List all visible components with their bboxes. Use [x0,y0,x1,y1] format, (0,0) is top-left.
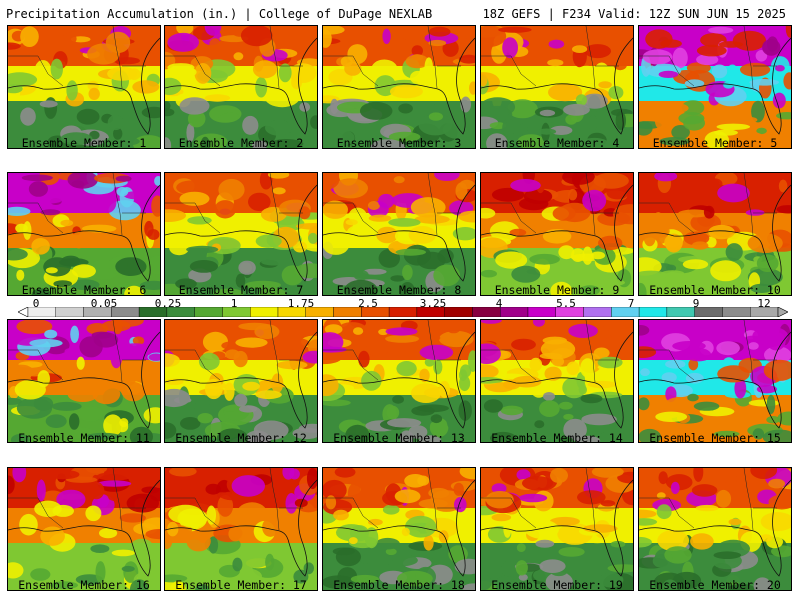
colorbar-swatch [333,307,362,317]
colorbar-swatch [361,307,390,317]
map-title: Precipitation Accumulation (in.) | Colle… [6,7,433,21]
member-label: Ensemble Member: 8 [336,283,462,297]
ensemble-member-map [638,319,792,443]
ensemble-member-map [7,467,161,591]
colorbar-tick-label: 2.5 [358,297,378,310]
member-label: Ensemble Member: 5 [652,136,778,150]
ensemble-member-map [322,319,476,443]
ensemble-member-map [7,172,161,296]
colorbar-tick-label: 9 [692,297,700,310]
colorbar-swatch [583,307,612,317]
colorbar-swatch [750,307,779,317]
ensemble-member-map [638,25,792,149]
colorbar-swatch [111,307,140,317]
member-label: Ensemble Member: 7 [178,283,304,297]
member-label: Ensemble Member: 4 [494,136,620,150]
colorbar-swatch [83,307,112,317]
member-label: Ensemble Member: 20 [649,578,781,592]
run-info: 18Z GEFS | F234 Valid: 12Z SUN JUN 15 20… [482,7,786,21]
colorbar-tick-label: 12 [757,297,771,310]
ensemble-member-map [638,467,792,591]
ensemble-member-map [164,25,318,149]
colorbar-swatch [527,307,556,317]
colorbar-swatch [555,307,584,317]
colorbar-tick-label: 1.75 [287,297,315,310]
ensemble-member-map [322,467,476,591]
member-label: Ensemble Member: 16 [18,578,150,592]
ensemble-member-map [480,467,634,591]
colorbar-swatch [722,307,751,317]
colorbar-tick-label: 1 [230,297,238,310]
colorbar [18,307,788,317]
colorbar-swatch [222,307,251,317]
colorbar-swatch [305,307,334,317]
ensemble-member-map [7,25,161,149]
member-label: Ensemble Member: 15 [649,431,781,445]
member-label: Ensemble Member: 12 [175,431,307,445]
colorbar-swatch [666,307,695,317]
colorbar-min-arrow [18,307,29,317]
member-label: Ensemble Member: 11 [18,431,150,445]
colorbar-swatch [138,307,168,317]
member-label: Ensemble Member: 10 [649,283,781,297]
colorbar-max-arrow [777,307,788,317]
colorbar-swatch [694,307,723,317]
colorbar-swatch [388,307,418,317]
member-label: Ensemble Member: 3 [336,136,462,150]
ensemble-member-map [322,25,476,149]
colorbar-labels: 0 0.05 0.25 1 1.75 2.5 3.25 4 5.5 7 9 12 [0,297,800,310]
ensemble-member-map [164,319,318,443]
member-label: Ensemble Member: 18 [333,578,465,592]
colorbar-swatch [416,307,445,317]
member-label: Ensemble Member: 9 [494,283,620,297]
colorbar-swatch [277,307,306,317]
ensemble-member-map [164,467,318,591]
member-label: Ensemble Member: 1 [21,136,147,150]
colorbar-swatch [27,307,56,317]
colorbar-tick-label: 7 [627,297,635,310]
colorbar-tick-label: 0.25 [154,297,182,310]
colorbar-swatch [194,307,223,317]
ensemble-member-map [7,319,161,443]
ensemble-member-map [480,25,634,149]
ensemble-member-map [322,172,476,296]
colorbar-swatch [500,307,529,317]
colorbar-tick-label: 0.05 [90,297,118,310]
colorbar-tick-label: 3.25 [419,297,447,310]
ensemble-member-map [638,172,792,296]
colorbar-swatch [472,307,501,317]
colorbar-swatch [611,307,640,317]
colorbar-tick-label: 5.5 [556,297,576,310]
ensemble-member-map [164,172,318,296]
colorbar-swatch [250,307,279,317]
member-label: Ensemble Member: 13 [333,431,465,445]
member-label: Ensemble Member: 19 [491,578,623,592]
colorbar-swatch [55,307,84,317]
ensemble-member-map [480,172,634,296]
member-label: Ensemble Member: 2 [178,136,304,150]
member-label: Ensemble Member: 17 [175,578,307,592]
colorbar-swatch [166,307,195,317]
colorbar-tick-label: 4 [495,297,503,310]
member-label: Ensemble Member: 14 [491,431,623,445]
member-label: Ensemble Member: 6 [21,283,147,297]
colorbar-swatch [444,307,473,317]
colorbar-swatch [638,307,668,317]
ensemble-member-map [480,319,634,443]
colorbar-tick-label: 0 [32,297,40,310]
